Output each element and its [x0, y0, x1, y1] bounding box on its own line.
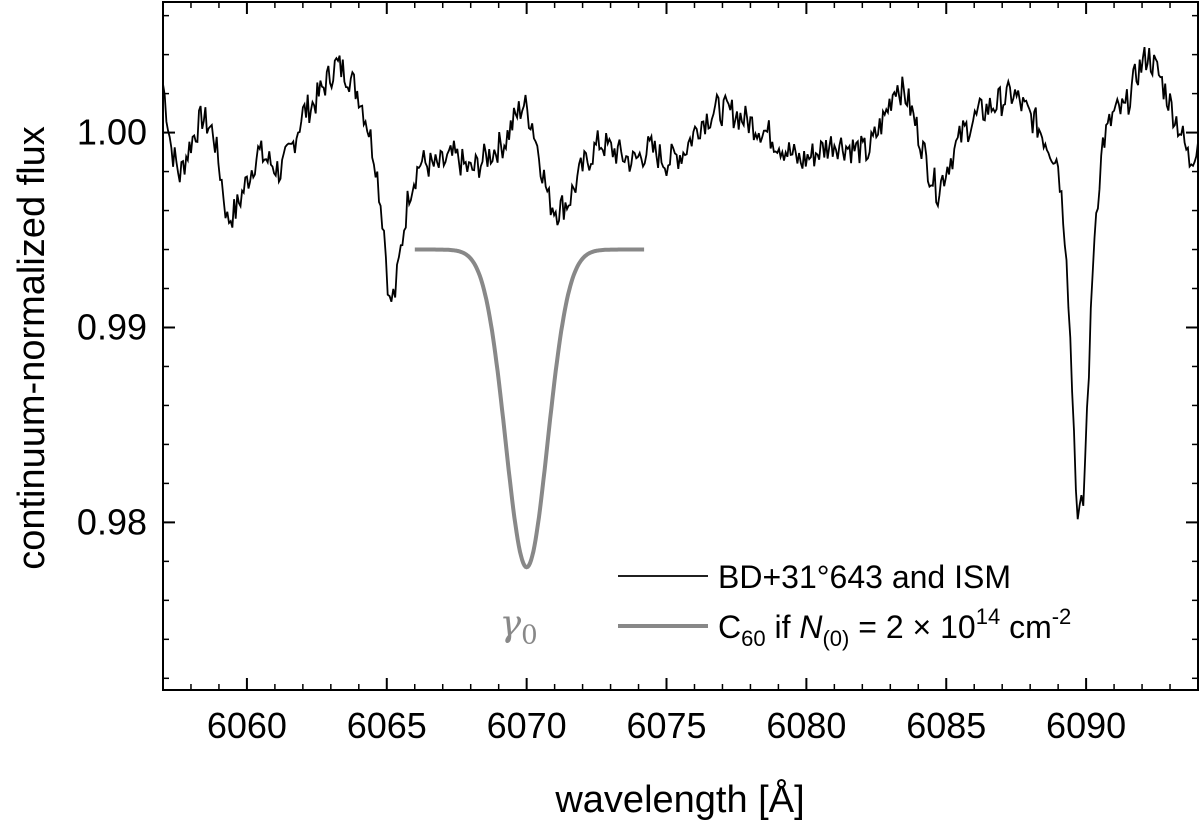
- legend-label-c60: C60 if N(0) = 2 × 1014 cm-2: [718, 604, 1071, 651]
- series-lines: [162, 46, 1199, 570]
- observed-spectrum-line: [162, 46, 1199, 520]
- y-tick-label: 0.99: [77, 306, 147, 347]
- legend-label-observed: BD+31°643 and ISM: [718, 559, 1011, 595]
- x-tick-label: 6060: [207, 705, 287, 746]
- c60-model-line: [414, 247, 645, 570]
- axis-ticks: 6060 6065 6070 6075 6080 6085 6090 0.98 0.99 1.00: [77, 2, 1199, 746]
- x-tick-label: 6090: [1046, 705, 1126, 746]
- y-tick-label: 1.00: [77, 112, 147, 153]
- x-tick-label: 6070: [487, 705, 567, 746]
- y-tick-label: 0.98: [77, 501, 147, 542]
- x-tick-label: 6085: [906, 705, 986, 746]
- plot-frame: [162, 1, 1199, 691]
- x-tick-label: 6075: [626, 705, 706, 746]
- annotations: γ0: [500, 604, 538, 651]
- legend: BD+31°643 and ISM C60 if N(0) = 2 × 1014 …: [618, 559, 1071, 651]
- gamma-annotation: γ0: [500, 604, 538, 651]
- x-tick-label: 6065: [347, 705, 427, 746]
- plot-border: [162, 1, 1199, 691]
- x-tick-label: 6080: [766, 705, 846, 746]
- y-axis-label: continuum-normalized flux: [11, 126, 53, 570]
- x-axis-label: wavelength [Å]: [554, 777, 804, 821]
